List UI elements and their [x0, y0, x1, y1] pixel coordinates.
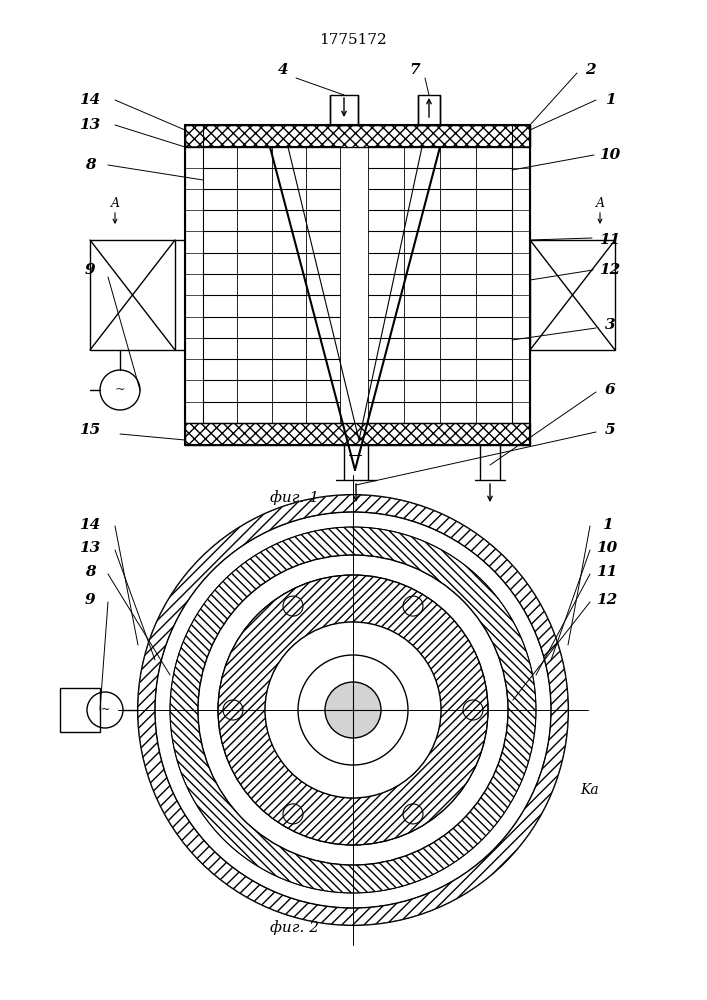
- Text: фиг. 2: фиг. 2: [271, 920, 320, 935]
- Text: ~: ~: [100, 705, 110, 715]
- Text: 3: 3: [604, 318, 615, 332]
- Text: 13: 13: [79, 118, 100, 132]
- Text: 10: 10: [600, 148, 621, 162]
- Text: 10: 10: [597, 541, 618, 555]
- Bar: [330, 95, 358, 125]
- Text: 11: 11: [600, 233, 621, 247]
- Bar: [185, 423, 530, 445]
- Bar: [512, 125, 530, 423]
- Text: фиг. 1: фиг. 1: [271, 490, 320, 505]
- Bar: [418, 95, 440, 125]
- Circle shape: [218, 575, 488, 845]
- Text: 6: 6: [604, 383, 615, 397]
- Text: 2: 2: [585, 63, 595, 77]
- Bar: [60, 688, 100, 732]
- Text: 9: 9: [85, 593, 95, 607]
- Text: 8: 8: [85, 158, 95, 172]
- Text: 5: 5: [604, 423, 615, 437]
- Text: 1: 1: [602, 518, 612, 532]
- Text: 12: 12: [597, 593, 618, 607]
- Text: 7: 7: [409, 63, 421, 77]
- Text: 14: 14: [79, 93, 100, 107]
- Text: 4: 4: [278, 63, 288, 77]
- Text: 9: 9: [85, 263, 95, 277]
- Text: 13: 13: [79, 541, 100, 555]
- Bar: [185, 125, 203, 423]
- Text: 14: 14: [79, 518, 100, 532]
- Circle shape: [325, 682, 381, 738]
- Text: 11: 11: [597, 565, 618, 579]
- Bar: [530, 240, 615, 350]
- Circle shape: [298, 655, 408, 765]
- Text: ~: ~: [115, 383, 125, 396]
- Text: A: A: [595, 197, 604, 210]
- Circle shape: [170, 527, 536, 893]
- Bar: [90, 240, 175, 350]
- Bar: [185, 125, 530, 147]
- Circle shape: [265, 622, 441, 798]
- Wedge shape: [138, 495, 568, 925]
- Text: 12: 12: [600, 263, 621, 277]
- Text: A: A: [110, 197, 119, 210]
- Text: 15: 15: [79, 423, 100, 437]
- Text: 1: 1: [604, 93, 615, 107]
- Text: 1775172: 1775172: [319, 33, 387, 47]
- Text: 8: 8: [85, 565, 95, 579]
- Text: Ka: Ka: [580, 783, 599, 797]
